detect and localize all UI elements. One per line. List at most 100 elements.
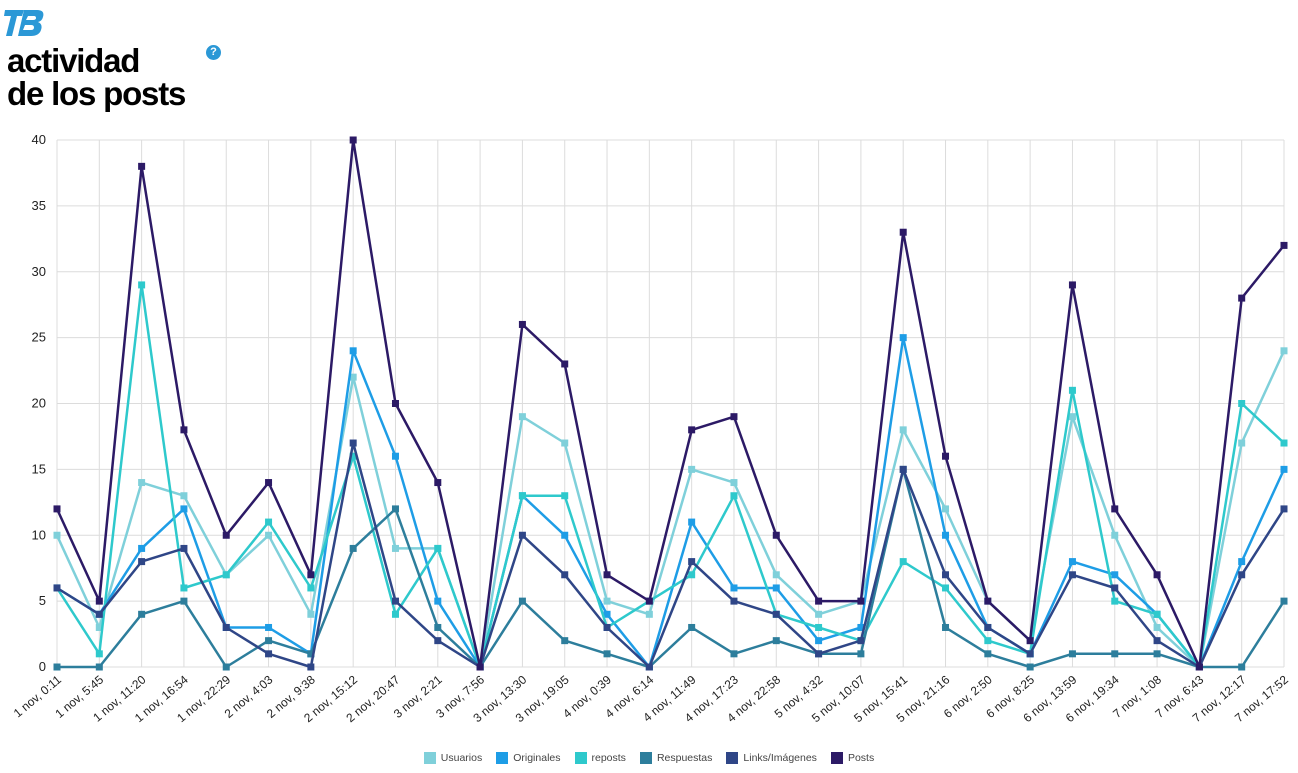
data-point-originales — [942, 531, 950, 539]
data-point-respuestas — [138, 610, 146, 618]
legend-item-posts[interactable]: Posts — [830, 750, 875, 766]
data-point-reposts — [984, 637, 992, 645]
data-point-reposts — [518, 492, 526, 500]
data-point-reposts — [1068, 386, 1076, 394]
data-point-posts — [476, 663, 484, 671]
data-point-usuarios — [265, 531, 273, 539]
series-line-usuarios — [55, 350, 1286, 669]
y-tick-label: 0 — [39, 659, 46, 674]
data-point-respuestas — [561, 637, 569, 645]
data-point-links-im-genes — [1153, 637, 1161, 645]
data-point-respuestas — [391, 505, 399, 513]
data-point-usuarios — [53, 531, 61, 539]
data-point-reposts — [391, 610, 399, 618]
data-point-reposts — [222, 571, 230, 579]
data-point-posts — [1111, 505, 1119, 513]
legend-label: Usuarios — [440, 752, 483, 764]
data-point-originales — [815, 637, 823, 645]
data-point-posts — [1026, 637, 1034, 645]
data-point-reposts — [434, 544, 442, 552]
legend-item-usuarios[interactable]: Usuarios — [423, 750, 483, 766]
data-point-links-im-genes — [95, 610, 103, 618]
y-tick-label: 10 — [32, 527, 46, 542]
data-point-respuestas — [53, 663, 61, 671]
data-point-posts — [857, 597, 865, 605]
series-line-posts — [55, 138, 1285, 669]
data-point-originales — [138, 544, 146, 552]
data-point-usuarios — [730, 479, 738, 487]
data-point-posts — [434, 479, 442, 487]
data-point-originales — [434, 597, 442, 605]
data-point-posts — [307, 571, 315, 579]
legend-swatch — [496, 752, 509, 764]
data-point-posts — [1195, 663, 1203, 671]
help-icon[interactable]: ? — [206, 45, 221, 60]
data-point-posts — [730, 413, 738, 421]
series-line-links-im-genes — [56, 441, 1286, 669]
data-point-reposts — [1238, 400, 1246, 407]
data-point-posts — [645, 597, 653, 605]
data-point-posts — [561, 360, 569, 368]
legend-swatch — [726, 752, 739, 764]
data-point-respuestas — [95, 663, 103, 671]
data-point-reposts — [1153, 610, 1161, 618]
data-point-originales — [1238, 558, 1246, 566]
data-point-links-im-genes — [772, 610, 780, 618]
legend-label: reposts — [591, 752, 626, 764]
data-point-reposts — [1111, 597, 1119, 605]
data-point-links-im-genes — [307, 663, 315, 671]
data-point-reposts — [942, 584, 950, 592]
data-point-posts — [180, 426, 188, 434]
data-point-posts — [138, 162, 146, 170]
data-point-originales — [561, 531, 569, 539]
data-point-respuestas — [1238, 663, 1246, 671]
legend-swatch — [423, 752, 436, 764]
data-point-posts — [265, 479, 273, 487]
data-point-usuarios — [138, 479, 146, 487]
data-point-links-im-genes — [603, 623, 611, 631]
data-point-usuarios — [391, 544, 399, 552]
legend-label: Posts — [847, 752, 875, 764]
data-point-usuarios — [518, 413, 526, 421]
data-point-reposts — [730, 492, 738, 500]
data-point-usuarios — [645, 610, 653, 618]
data-point-links-im-genes — [815, 650, 823, 658]
legend-item-originales[interactable]: Originales — [496, 750, 561, 766]
y-tick-label: 5 — [39, 593, 46, 608]
data-point-reposts — [1280, 439, 1288, 447]
data-point-usuarios — [1238, 439, 1246, 447]
title-line-1: actividad — [7, 42, 140, 79]
data-point-reposts — [899, 558, 907, 566]
data-point-links-im-genes — [1111, 584, 1119, 592]
legend-label: Links/Imágenes — [743, 752, 817, 764]
data-point-links-im-genes — [518, 531, 526, 539]
legend-swatch — [574, 752, 587, 764]
data-point-links-im-genes — [1280, 505, 1288, 513]
data-point-posts — [1280, 241, 1288, 249]
legend-item-links-im-genes[interactable]: Links/Imágenes — [726, 750, 817, 766]
data-point-reposts — [349, 452, 357, 460]
data-point-usuarios — [561, 439, 569, 447]
data-point-posts — [391, 400, 399, 407]
data-point-reposts — [95, 650, 103, 658]
data-point-posts — [1238, 294, 1246, 302]
data-point-usuarios — [688, 465, 696, 473]
data-point-posts — [518, 320, 526, 328]
data-point-usuarios — [899, 426, 907, 434]
legend-item-respuestas[interactable]: Respuestas — [639, 750, 712, 766]
data-point-links-im-genes — [1068, 571, 1076, 579]
data-point-reposts — [688, 571, 696, 579]
data-point-originales — [180, 505, 188, 513]
data-point-usuarios — [1280, 347, 1288, 355]
data-point-links-im-genes — [899, 465, 907, 473]
data-point-links-im-genes — [349, 439, 357, 447]
legend-item-reposts[interactable]: reposts — [574, 750, 626, 766]
data-point-posts — [1153, 571, 1161, 579]
y-tick-label: 35 — [32, 198, 46, 213]
y-tick-label: 40 — [32, 132, 46, 147]
y-tick-label: 15 — [32, 461, 46, 476]
data-point-originales — [772, 584, 780, 592]
data-point-posts — [688, 426, 696, 434]
data-point-posts — [772, 531, 780, 539]
